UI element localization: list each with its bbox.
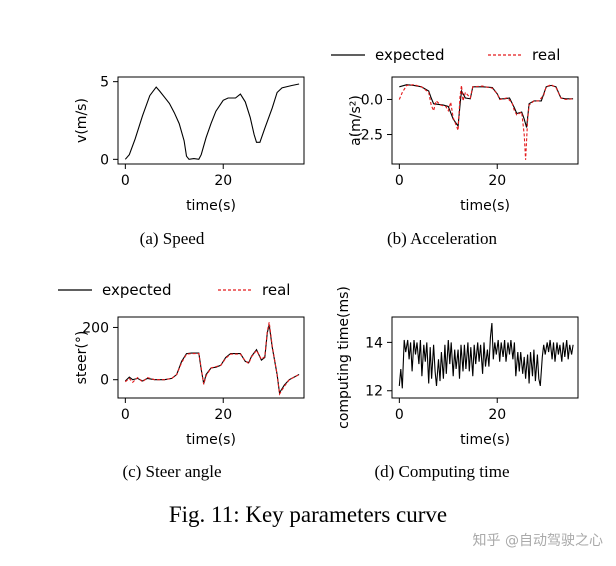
y-axis-label: computing time(ms): [336, 286, 352, 429]
x-tick-label: 20: [214, 407, 232, 423]
x-axis-label: time(s): [186, 198, 236, 214]
x-tick-label: 20: [214, 173, 232, 189]
axes-frame: [117, 76, 305, 165]
y-axis-label: steer(°): [74, 331, 90, 385]
subplot-caption: (b) Acceleration: [387, 229, 497, 248]
legend-expected-label: expected: [375, 46, 444, 64]
series-real-line: [398, 84, 574, 160]
x-axis-label: time(s): [460, 432, 510, 448]
y-tick-label: 0.0: [361, 92, 383, 108]
x-tick-label: 20: [488, 173, 506, 189]
legend-real-label: real: [262, 281, 290, 299]
chart-b: 0 20 0.0 −2.5 time(s) a(m/s²) (b) Acceleration…: [331, 46, 579, 248]
series-real-line: [124, 322, 300, 396]
axes-frame: [117, 316, 305, 399]
subplot-caption: (d) Computing time: [374, 462, 509, 481]
legend-real-label: real: [532, 46, 560, 64]
series-line-line: [398, 322, 574, 389]
y-tick-label: 14: [365, 335, 383, 351]
x-tick-label: 20: [488, 407, 506, 423]
watermark: 知乎 @自动驾驶之心: [473, 532, 603, 549]
x-tick-label: 0: [395, 173, 404, 189]
axes-frame: [391, 76, 579, 165]
legend-expected-label: expected: [102, 281, 171, 299]
axes-frame: [391, 316, 579, 399]
y-axis-label: v(m/s): [74, 98, 90, 143]
x-axis-label: time(s): [460, 198, 510, 214]
y-tick-label: 200: [82, 320, 109, 336]
series-expected-line: [399, 84, 574, 128]
y-tick-label: 12: [365, 384, 383, 400]
figure-caption: Fig. 11: Key parameters curve: [169, 502, 447, 527]
y-tick-label: −2.5: [349, 128, 383, 144]
x-tick-label: 0: [121, 407, 130, 423]
x-axis-label: time(s): [186, 432, 236, 448]
series-line-line: [124, 83, 300, 160]
y-axis-label: a(m/s²): [348, 95, 364, 146]
subplot-caption: (c) Steer angle: [122, 462, 221, 481]
x-tick-label: 0: [395, 407, 404, 423]
y-tick-label: 5: [100, 75, 109, 91]
chart-d: 0 20 12 14 time(s) computing time(ms) (d) Comp…: [336, 286, 579, 481]
y-tick-label: 0: [100, 152, 109, 168]
subplot-caption: (a) Speed: [140, 229, 205, 248]
x-tick-label: 0: [121, 173, 130, 189]
y-tick-label: 0: [100, 373, 109, 389]
series-expected-line: [124, 324, 300, 395]
chart-a: 0 20 0 5 time(s) v(m/s) (a) Speed: [74, 75, 305, 248]
